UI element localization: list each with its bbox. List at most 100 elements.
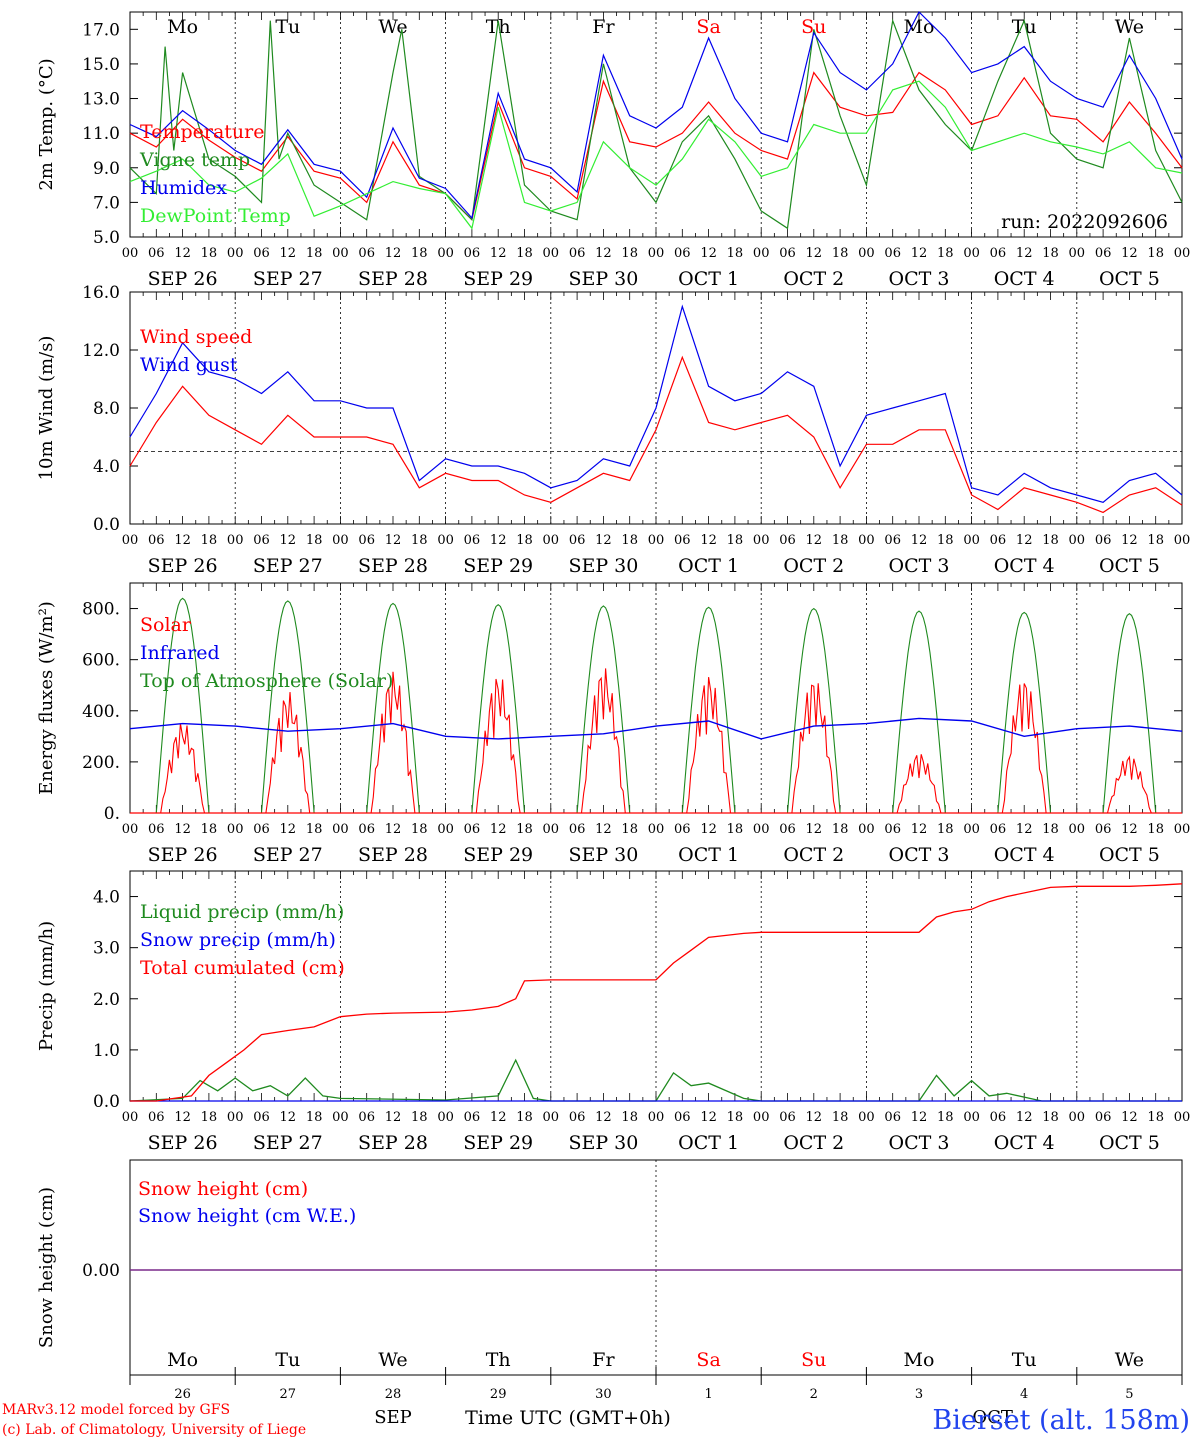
y-tick-label: 0.0: [93, 515, 120, 535]
hour-label: 12: [700, 246, 717, 261]
series-line: [129, 18, 1183, 230]
hour-label: 12: [385, 533, 402, 548]
hour-label: 00: [122, 533, 139, 548]
weekday-label: Tu: [1012, 1349, 1037, 1371]
hour-label: 12: [911, 246, 928, 261]
hour-label: 12: [595, 246, 612, 261]
weekday-label: Su: [801, 16, 826, 38]
hour-label: 06: [358, 246, 375, 261]
day-label: OCT 1: [678, 1132, 739, 1154]
day-label: OCT 5: [1099, 555, 1160, 577]
weekday-label: Su: [801, 1349, 826, 1371]
day-label: SEP 26: [148, 844, 218, 866]
hour-label: 12: [595, 1110, 612, 1125]
hour-label: 06: [464, 246, 481, 261]
hour-label: 18: [621, 246, 638, 261]
hour-label: 12: [280, 533, 297, 548]
solar-day-curve: [686, 677, 732, 814]
hour-label: 00: [1069, 533, 1086, 548]
day-label: SEP 28: [358, 1132, 428, 1154]
hour-label: 00: [437, 246, 454, 261]
hour-label: 18: [621, 822, 638, 837]
credit-line-1: MARv3.12 model forced by GFS: [2, 1402, 230, 1418]
date-axis-row: 00 06 12 18 SEP 26 00 06 12 18 SEP 27 00 06 12 18 SEP …: [122, 1110, 1191, 1154]
hour-label: 18: [1042, 822, 1059, 837]
day-label: OCT 4: [994, 844, 1055, 866]
day-label: SEP 30: [568, 844, 638, 866]
y-tick-label: 8.0: [93, 399, 120, 419]
hour-label: 12: [806, 533, 823, 548]
day-number: 30: [595, 1387, 612, 1402]
series-line: [129, 1058, 1182, 1102]
hour-label: 06: [148, 822, 165, 837]
solar-day-curve: [475, 678, 521, 814]
hour-label: 06: [674, 1110, 691, 1125]
weekday-label: Mo: [167, 16, 198, 38]
day-number: 4: [1020, 1387, 1028, 1402]
hour-label: 18: [727, 822, 744, 837]
y-tick-label: 7.0: [93, 193, 120, 213]
hour-label: 06: [358, 822, 375, 837]
hour-label: 12: [490, 246, 507, 261]
weekday-label: Mo: [904, 16, 935, 38]
hour-label: 06: [1095, 822, 1112, 837]
hour-label: 06: [358, 533, 375, 548]
hour-label: 18: [411, 822, 428, 837]
hour-label: 12: [700, 533, 717, 548]
hour-label: 06: [148, 533, 165, 548]
hour-label: 12: [1121, 1110, 1138, 1125]
day-label: OCT 5: [1099, 1132, 1160, 1154]
hour-label: 06: [674, 533, 691, 548]
legend-entry: Top of Atmosphere (Solar): [140, 670, 393, 692]
hour-label: 18: [832, 533, 849, 548]
hour-label: 06: [358, 1110, 375, 1125]
hour-label: 06: [674, 822, 691, 837]
y-axis-label: Energy fluxes (W/m²): [36, 601, 57, 795]
day-label: SEP 28: [358, 268, 428, 290]
y-tick-label: 12.0: [82, 341, 120, 361]
hour-label: 06: [148, 246, 165, 261]
weekday-label: We: [378, 1349, 407, 1371]
day-label: OCT 2: [783, 555, 844, 577]
hour-label: 12: [1016, 1110, 1033, 1125]
solar-day-curve: [370, 671, 416, 814]
toa-solar-arc: [1102, 613, 1157, 814]
credit-line-2: (c) Lab. of Climatology, University of L…: [2, 1422, 306, 1438]
series-line: [130, 883, 1183, 1102]
hour-label: 00: [1174, 533, 1191, 548]
hour-label: 18: [306, 822, 323, 837]
day-label: SEP 28: [358, 844, 428, 866]
hour-label: 12: [174, 533, 191, 548]
series-line: [129, 71, 1183, 221]
legend-entry: Liquid precip (mm/h): [140, 901, 344, 923]
hour-label: 18: [411, 533, 428, 548]
day-number: 3: [915, 1387, 923, 1402]
panel-3: 0. 200. 400. 600. 800. Energy fluxes (W/m²) So…: [36, 582, 1183, 824]
hour-label: 18: [1042, 533, 1059, 548]
hour-label: 06: [990, 246, 1007, 261]
series-line: [129, 80, 1183, 230]
hour-label: 18: [201, 1110, 218, 1125]
hour-label: 00: [1069, 1110, 1086, 1125]
solar-day-curve: [791, 683, 837, 814]
series-line: [129, 304, 1183, 503]
y-tick-label: 9.0: [93, 159, 120, 179]
day-number: 27: [280, 1387, 297, 1402]
hour-label: 06: [884, 533, 901, 548]
day-label: SEP 29: [463, 268, 533, 290]
hour-label: 18: [516, 822, 533, 837]
hour-label: 12: [174, 246, 191, 261]
day-label: SEP 26: [148, 1132, 218, 1154]
hour-label: 06: [569, 822, 586, 837]
month-label-sep: SEP: [374, 1407, 412, 1428]
legend-entry: Infrared: [140, 642, 220, 664]
toa-solar-arc: [786, 607, 841, 814]
hour-label: 18: [832, 1110, 849, 1125]
day-label: SEP 29: [463, 555, 533, 577]
legend-entry: Vigne temp: [139, 149, 250, 171]
series-line: [129, 355, 1183, 514]
hour-label: 00: [227, 533, 244, 548]
hour-label: 18: [621, 1110, 638, 1125]
hour-label: 06: [674, 246, 691, 261]
hour-label: 00: [963, 533, 980, 548]
